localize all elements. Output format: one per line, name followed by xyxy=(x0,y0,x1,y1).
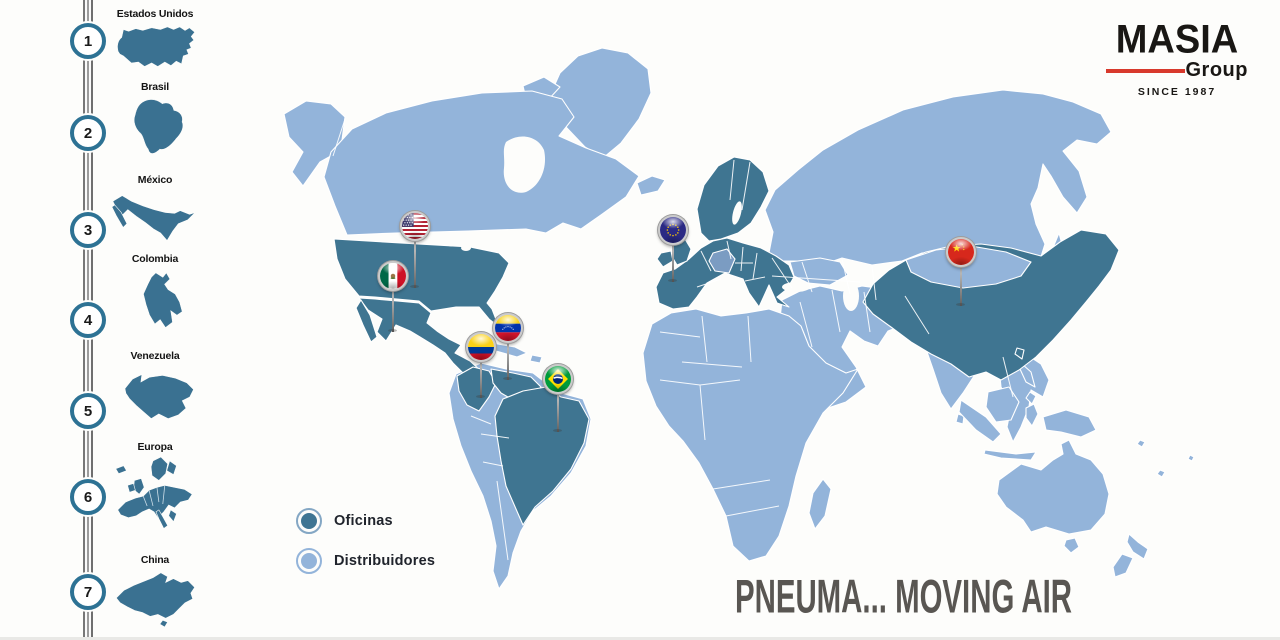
pin-shadow xyxy=(668,279,677,282)
water-cutouts xyxy=(446,136,859,311)
european-union-flag-icon xyxy=(658,215,688,245)
logo-subname: Group xyxy=(1185,59,1248,81)
china-flag-icon xyxy=(946,237,976,267)
pin-shadow xyxy=(956,303,965,306)
pin-stem xyxy=(672,230,674,282)
step-circle-5: 5 xyxy=(70,393,106,429)
sidebar-label-mexico: México xyxy=(137,174,173,186)
europe-silhouette-icon xyxy=(115,456,193,529)
region-scandinavia xyxy=(696,156,770,242)
pin-stem xyxy=(960,252,962,306)
mexico-flag-pin xyxy=(378,261,408,332)
pin-stem xyxy=(392,276,394,332)
region-usa xyxy=(333,238,510,328)
pin-shadow xyxy=(410,285,419,288)
region-ireland xyxy=(656,250,674,268)
pin-stem xyxy=(480,347,482,398)
colombia-flag-pin xyxy=(466,332,496,398)
logo-tagline: SINCE 1987 xyxy=(1137,86,1217,98)
region-africa xyxy=(642,308,859,562)
pin-shadow xyxy=(388,329,397,332)
china-flag-pin xyxy=(946,237,976,306)
european-union-flag-pin xyxy=(658,215,688,282)
step-circle-2: 2 xyxy=(70,115,106,151)
venezuela-silhouette-icon xyxy=(124,373,194,419)
brazil-flag-pin xyxy=(543,364,573,432)
legend-label-distributors: Distribuidores xyxy=(334,553,436,569)
step-number: 3 xyxy=(83,221,93,239)
step-number: 5 xyxy=(83,402,93,420)
region-iceland xyxy=(636,175,666,196)
pin-shadow xyxy=(503,377,512,380)
step-circle-4: 4 xyxy=(70,302,106,338)
venezuela-flag-icon xyxy=(493,313,523,343)
region-australia xyxy=(996,439,1110,535)
sidebar-label-estados-unidos: Estados Unidos xyxy=(116,8,194,20)
step-number: 4 xyxy=(83,311,93,329)
usa-flag-pin xyxy=(400,211,430,288)
legend: Oficinas Distribuidores xyxy=(296,508,435,588)
step-circle-1: 1 xyxy=(70,23,106,59)
colombia-silhouette-icon xyxy=(143,272,183,328)
region-greenland xyxy=(546,47,652,159)
bottom-divider xyxy=(0,637,1280,640)
step-number: 1 xyxy=(83,32,93,50)
slogan-text: PNEUMA... MOVING AIR xyxy=(735,570,1073,623)
region-germany xyxy=(708,248,736,274)
step-number: 2 xyxy=(83,124,93,142)
pin-shadow xyxy=(476,395,485,398)
masia-group-logo: MASIA Group SINCE 1987 xyxy=(1106,20,1248,98)
step-number: 6 xyxy=(83,488,93,506)
venezuela-flag-pin xyxy=(493,313,523,380)
step-circle-6: 6 xyxy=(70,479,106,515)
office-marker-icon xyxy=(296,508,322,534)
step-number: 7 xyxy=(83,583,93,601)
usa-silhouette-icon xyxy=(117,26,196,67)
sidebar-label-europa: Europa xyxy=(137,441,173,453)
region-russia xyxy=(764,89,1112,273)
brazil-silhouette-icon xyxy=(133,99,184,154)
region-colombia xyxy=(456,366,497,412)
region-canada xyxy=(323,90,640,236)
sidebar-label-brasil: Brasil xyxy=(141,81,169,93)
sidebar-label-china: China xyxy=(140,554,170,566)
colombia-flag-icon xyxy=(466,332,496,362)
usa-flag-icon xyxy=(400,211,430,241)
country-borders xyxy=(332,118,1014,561)
pin-stem xyxy=(557,379,559,432)
logo-name: MASIA xyxy=(1115,17,1239,62)
brazil-flag-icon xyxy=(543,364,573,394)
sidebar-label-venezuela: Venezuela xyxy=(130,350,180,362)
pin-shadow xyxy=(553,429,562,432)
distributor-regions xyxy=(283,47,1195,590)
step-circle-7: 7 xyxy=(70,574,106,610)
distributor-marker-icon xyxy=(296,548,322,574)
legend-item-offices: Oficinas xyxy=(296,508,435,534)
step-circle-3: 3 xyxy=(70,212,106,248)
region-new-zealand xyxy=(1126,533,1149,560)
legend-item-distributors: Distribuidores xyxy=(296,548,435,574)
sidebar-label-colombia: Colombia xyxy=(131,253,179,265)
pin-stem xyxy=(414,226,416,288)
mexico-flag-icon xyxy=(378,261,408,291)
legend-label-offices: Oficinas xyxy=(334,513,393,529)
logo-underline-row: Group xyxy=(1106,59,1248,82)
region-madagascar xyxy=(808,478,832,530)
china-silhouette-icon xyxy=(115,572,196,627)
mexico-silhouette-icon xyxy=(111,195,196,241)
region-new-guinea xyxy=(1042,409,1097,438)
pin-stem xyxy=(507,328,509,380)
logo-red-line xyxy=(1106,68,1185,73)
